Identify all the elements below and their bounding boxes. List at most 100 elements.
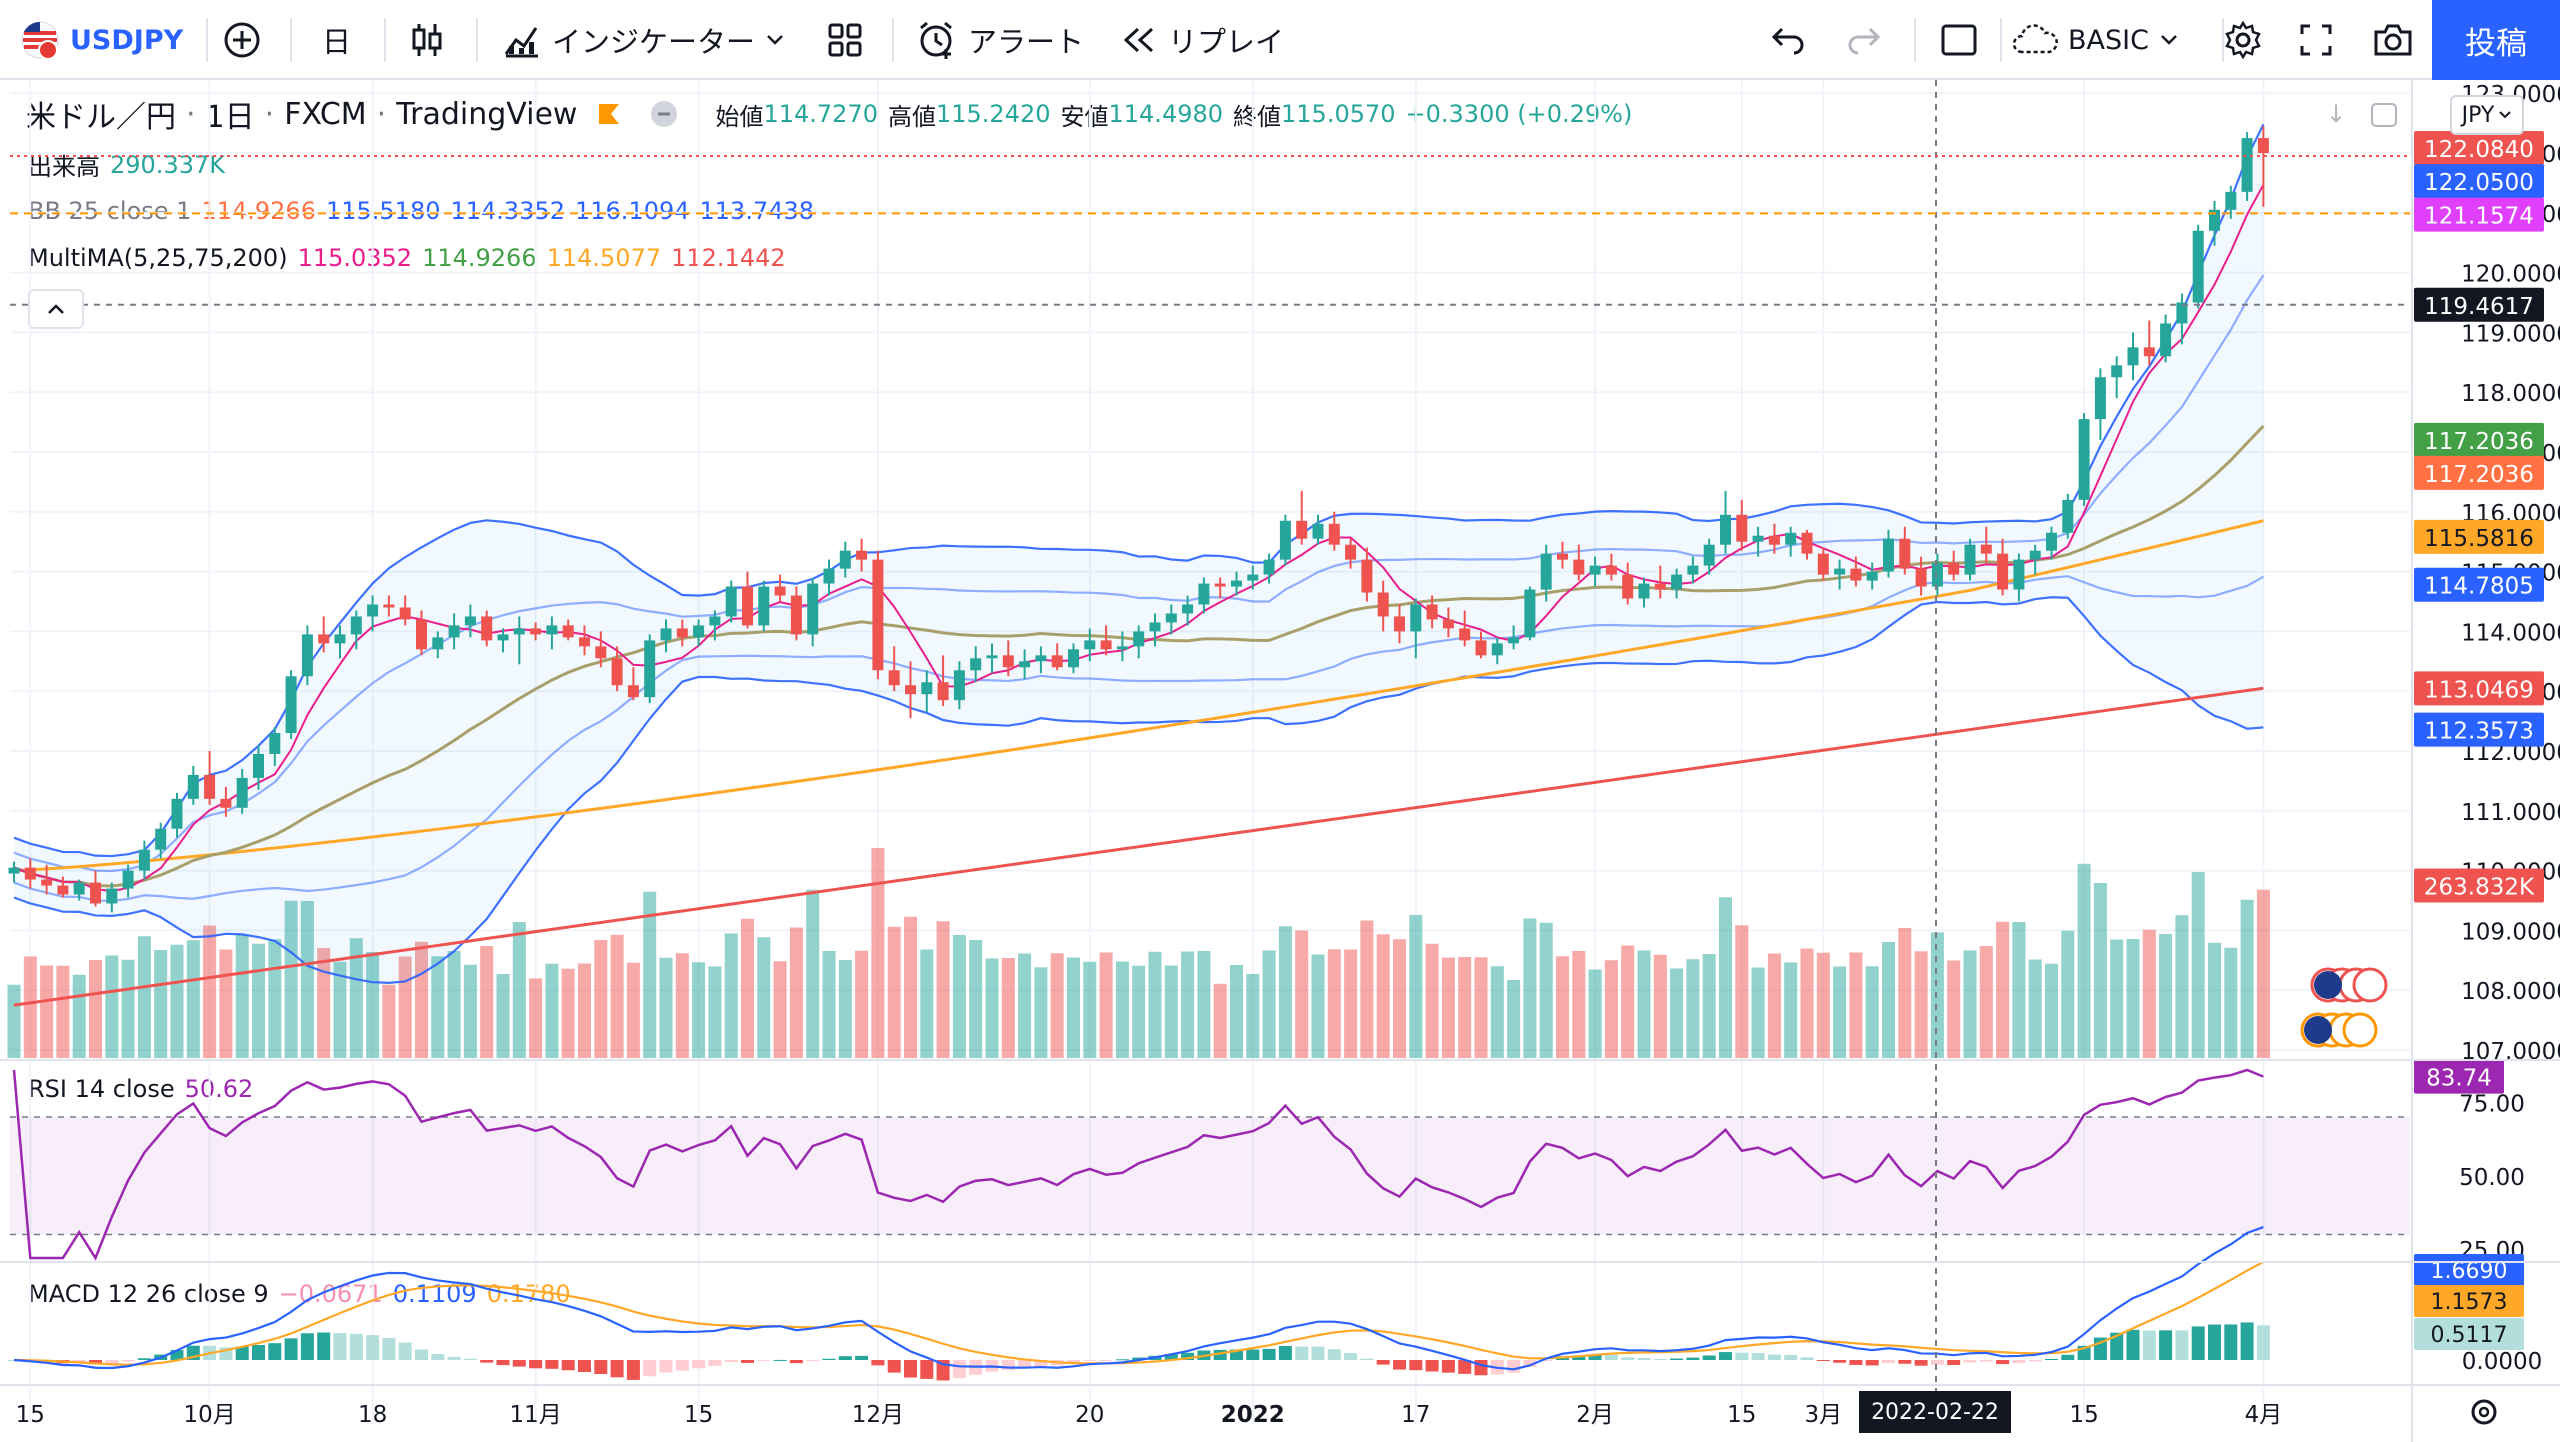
candle-body [350, 616, 362, 635]
macd-histogram-bar [1230, 1349, 1243, 1360]
indicators-button[interactable]: インジケーター [502, 0, 785, 80]
time-axis[interactable]: 15 10月 18 11月 15 12月 20 2022 17 2月 15 3月 15 4月 [16, 1399, 2497, 1428]
indicators-label: インジケーター [552, 25, 756, 59]
macd-histogram-bar [1833, 1360, 1847, 1363]
candle-body [1068, 649, 1079, 668]
volume-bar [1197, 951, 1211, 1058]
post-button[interactable]: 投稿 [2432, 0, 2560, 80]
candle-body [269, 733, 281, 754]
candle-body [530, 628, 542, 635]
price-badge-label: 115.5816 [2424, 526, 2534, 552]
volume-bar [529, 978, 543, 1058]
macd-histogram-bar [1278, 1345, 1292, 1360]
symbol-search-button[interactable]: USDJPY [20, 0, 183, 80]
macd-histogram-bar [692, 1360, 706, 1369]
ma200-line [13, 686, 2264, 1007]
candle-body [579, 637, 590, 647]
candle-body [2029, 550, 2041, 560]
candle-body [2192, 230, 2204, 303]
layout-select-button[interactable] [1940, 0, 1978, 80]
macd-histogram-bar [1751, 1353, 1765, 1360]
candle-body [1198, 583, 1210, 605]
bb-legend-row[interactable]: BB 25 close 1 114.9266 115.5180 114.3352… [28, 197, 814, 225]
macd-histogram-bar [789, 1360, 803, 1364]
volume-bar [268, 939, 282, 1058]
volume-bar [1083, 961, 1097, 1058]
volume-bar [23, 956, 37, 1058]
candle-body [921, 682, 933, 695]
volume-bar [1311, 954, 1325, 1058]
templates-button[interactable] [826, 0, 864, 80]
volume-bar [431, 956, 445, 1058]
volume-bar [610, 934, 624, 1058]
candle-body [2111, 365, 2123, 378]
volume-bar [1115, 961, 1129, 1058]
candle-body [1736, 514, 1748, 542]
macd-histogram-bar [1604, 1354, 1618, 1360]
volume-bar [366, 952, 380, 1058]
macd-histogram-bar [2126, 1329, 2140, 1360]
time-tick-label: 4月 [2245, 1402, 2283, 1428]
macd-histogram-bar [1963, 1360, 1977, 1363]
price-tick-label: 119.0000 [2461, 321, 2560, 347]
macd-histogram-bar [252, 1344, 265, 1360]
legend-collapse-button[interactable] [28, 289, 84, 329]
candle-body [106, 888, 118, 904]
macd-histogram-bar [1001, 1360, 1015, 1371]
replay-button[interactable]: リプレイ [1120, 0, 1284, 80]
symbol-name[interactable]: 米ドル／円 [26, 100, 176, 135]
macd-histogram-bar [545, 1360, 559, 1369]
candle-body [1442, 619, 1454, 629]
price-axis[interactable]: 107.0000108.0000109.0000110.0000111.0000… [2414, 82, 2560, 1375]
fullscreen-button[interactable] [2298, 0, 2334, 80]
interval-button[interactable]: 日 [322, 0, 351, 80]
volume-bar [1556, 956, 1569, 1058]
candle-body [888, 670, 900, 686]
macd-histogram-bar [2159, 1330, 2173, 1360]
volume-bar [969, 940, 983, 1058]
candle-body [1752, 535, 1764, 542]
candle-body [2225, 191, 2237, 210]
candle-body [1899, 538, 1911, 569]
time-tick-label: 10月 [183, 1402, 235, 1428]
macd-histogram-bar [1344, 1352, 1358, 1360]
macd-histogram-bar [1262, 1348, 1276, 1360]
candle-body [872, 559, 884, 671]
volume-bar [1230, 965, 1243, 1058]
cloud-save-button[interactable]: BASIC [2012, 0, 2179, 80]
volume-bar [1637, 950, 1651, 1058]
market-status-icon[interactable] [649, 99, 679, 129]
price-badge [2414, 130, 2544, 165]
macd-histogram-bar [904, 1360, 917, 1378]
macd-histogram-bar [1099, 1360, 1113, 1361]
price-badge-label: 122.0840 [2424, 137, 2534, 163]
price-badge-label: 114.7805 [2424, 574, 2534, 600]
snapshot-button[interactable] [2372, 0, 2414, 80]
chart-type-button[interactable] [410, 0, 444, 80]
redo-button[interactable] [1846, 0, 1882, 80]
volume-bar [2012, 922, 2026, 1058]
chevron-down-icon [2161, 35, 2177, 45]
rsi-legend-row[interactable]: RSI 14 close 50.62 [28, 1075, 253, 1103]
volume-bar [1490, 966, 1504, 1058]
volume-bar [643, 891, 657, 1058]
undo-button[interactable] [1770, 0, 1806, 80]
price-chart[interactable]: 107.0000108.0000109.0000110.0000111.0000… [0, 80, 2560, 1442]
alert-button[interactable]: アラート [916, 0, 1084, 80]
macd-histogram-bar [431, 1354, 445, 1360]
volume-legend-row[interactable]: 出来高 290.337K [28, 147, 225, 182]
settings-button[interactable] [2222, 0, 2264, 80]
volume-bar [594, 940, 608, 1058]
volume-bar [1132, 965, 1146, 1058]
currency-button[interactable]: JPY [2450, 95, 2524, 135]
candle-body [758, 586, 770, 626]
price-tick-label: 120.0000 [2461, 262, 2560, 288]
macd-histogram-bar [1686, 1357, 1700, 1360]
price-tick-label: 114.0000 [2461, 620, 2560, 646]
volume-bar [855, 950, 869, 1058]
compare-button[interactable] [222, 0, 262, 80]
volume-bar [2142, 929, 2156, 1058]
macd-histogram-bar [741, 1360, 754, 1363]
multima-legend-row[interactable]: MultiMA(5,25,75,200) 115.0352 114.9266 1… [28, 244, 786, 272]
candle-body [1883, 538, 1894, 572]
